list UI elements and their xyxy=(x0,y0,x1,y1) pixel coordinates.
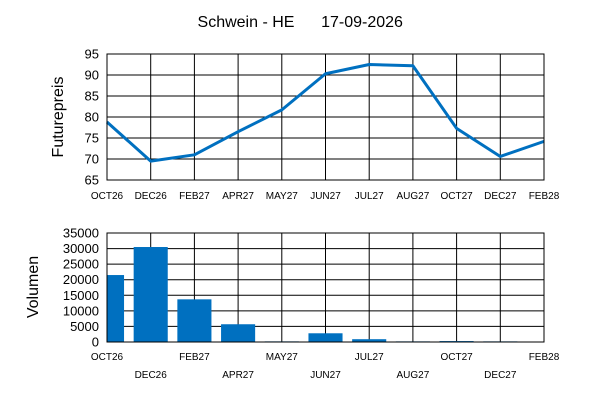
volume-bar xyxy=(221,324,256,342)
price-y-tick-label: 65 xyxy=(85,173,99,188)
price-chart-frame xyxy=(106,53,545,181)
volume-x-tick-label: JUL27 xyxy=(355,352,384,363)
price-x-tick-label: AUG27 xyxy=(397,191,430,202)
price-y-tick-label: 90 xyxy=(85,68,99,83)
volume-y-tick-label: 10000 xyxy=(63,303,99,318)
price-series-line xyxy=(106,63,545,163)
volume-chart-frame xyxy=(106,232,545,343)
price-x-tick-label: OCT27 xyxy=(440,191,473,202)
volume-x-tick-label: APR27 xyxy=(222,370,254,381)
volume-y-tick-label: 15000 xyxy=(63,288,99,303)
price-x-tick-label: APR27 xyxy=(222,191,254,202)
price-x-tick-label: OCT26 xyxy=(91,191,124,202)
volume-x-tick-label: DEC27 xyxy=(484,370,517,381)
volume-bar xyxy=(177,299,212,342)
volume-y-tick-label: 0 xyxy=(92,335,99,350)
volume-y-tick-label: 35000 xyxy=(63,226,99,241)
volume-chart-bars xyxy=(107,247,518,342)
price-chart-x-ticks: OCT26 DEC26 FEB27 APR27 MAY27 JUN27 JUL27 AUG27… xyxy=(91,191,560,202)
volume-bar xyxy=(352,339,387,342)
volume-y-tick-label: 25000 xyxy=(63,257,99,272)
chart-title: Schwein - HE xyxy=(198,14,295,31)
volume-x-tick-label: FEB28 xyxy=(529,352,560,363)
price-x-tick-label: FEB28 xyxy=(529,191,560,202)
price-x-tick-label: JUL27 xyxy=(355,191,384,202)
volume-x-tick-label: AUG27 xyxy=(397,370,430,381)
volume-x-tick-label: FEB27 xyxy=(179,352,210,363)
price-chart-y-ticks: 65 70 75 80 85 90 95 xyxy=(85,47,99,188)
volume-y-tick-label: 20000 xyxy=(63,272,99,287)
volume-x-tick-label: JUN27 xyxy=(310,370,341,381)
price-chart-y-label: Futurepreis xyxy=(50,77,67,158)
price-y-tick-label: 85 xyxy=(85,89,99,104)
volume-x-tick-label: OCT26 xyxy=(91,352,124,363)
price-x-tick-label: MAY27 xyxy=(266,191,298,202)
price-y-tick-label: 75 xyxy=(85,131,99,146)
volume-bar xyxy=(107,275,125,342)
volume-y-tick-label: 30000 xyxy=(63,241,99,256)
volume-chart-y-label: Volumen xyxy=(25,256,42,318)
price-x-tick-label: JUN27 xyxy=(310,191,341,202)
volume-bar xyxy=(308,333,343,342)
price-y-tick-label: 80 xyxy=(85,110,99,125)
volume-chart-x-ticks: OCT26 DEC26 FEB27 APR27 MAY27 JUN27 JUL27 AUG27… xyxy=(91,352,560,381)
price-x-tick-label: DEC26 xyxy=(135,191,168,202)
volume-bar xyxy=(133,247,168,342)
price-x-tick-label: FEB27 xyxy=(179,191,210,202)
volume-x-tick-label: OCT27 xyxy=(440,352,473,363)
volume-y-tick-label: 5000 xyxy=(70,319,99,334)
price-y-tick-label: 95 xyxy=(85,47,99,62)
volume-x-tick-label: DEC26 xyxy=(135,370,168,381)
chart-date: 17-09-2026 xyxy=(321,14,403,31)
price-x-tick-label: DEC27 xyxy=(484,191,517,202)
price-y-tick-label: 70 xyxy=(85,152,99,167)
volume-x-tick-label: MAY27 xyxy=(266,352,298,363)
